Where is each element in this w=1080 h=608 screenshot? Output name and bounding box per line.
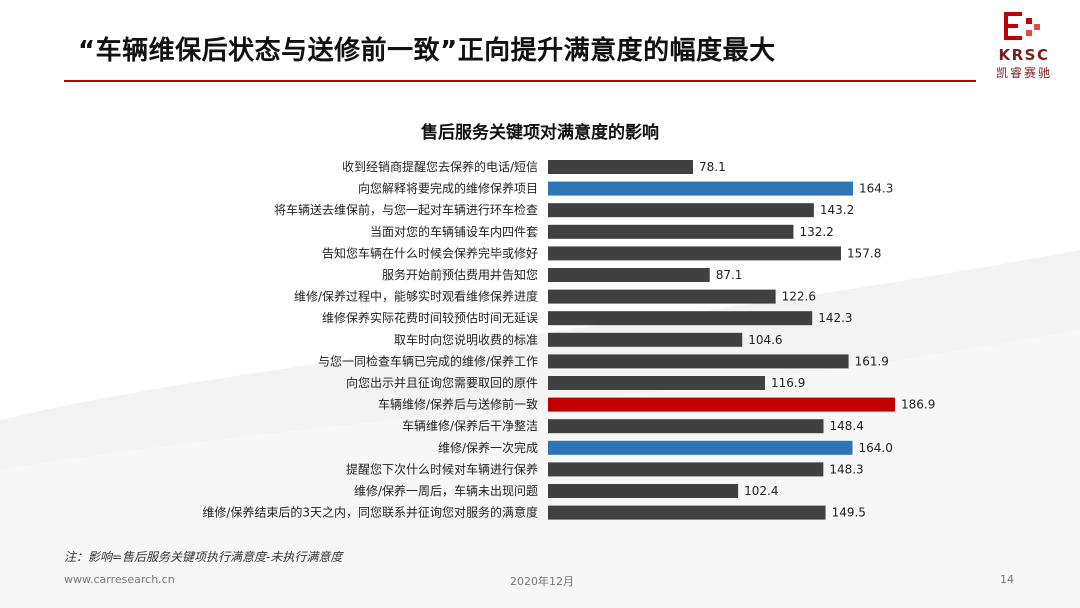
category-label: 车辆维修/保养后干净整洁	[402, 418, 538, 433]
value-label: 164.3	[859, 182, 893, 196]
krsc-logo-icon	[1004, 12, 1040, 40]
bar	[548, 160, 694, 174]
footnote: 注：影响=售后服务关键项执行满意度-未执行满意度	[64, 550, 343, 564]
value-label: 132.2	[799, 225, 833, 239]
category-label: 向您解释将要完成的维修保养项目	[358, 181, 538, 196]
category-label: 与您一同检查车辆已完成的维修/保养工作	[318, 353, 538, 368]
bar	[548, 289, 776, 304]
logo-chinese-name: 凯睿赛驰	[995, 66, 1052, 80]
slide-title: “车辆维保后状态与送修前一致”正向提升满意度的幅度最大	[78, 36, 776, 66]
bar	[548, 440, 853, 455]
category-label: 提醒您下次什么时候对车辆进行保养	[346, 461, 538, 476]
value-label: 122.6	[782, 290, 816, 304]
value-label: 148.3	[829, 462, 863, 476]
category-label: 收到经销商提醒您去保养的电话/短信	[342, 159, 538, 174]
category-label: 维修保养实际花费时间较预估时间无延误	[322, 310, 538, 325]
value-label: 102.4	[744, 484, 778, 498]
value-label: 148.4	[830, 419, 864, 433]
bar	[548, 462, 824, 477]
value-label: 164.0	[858, 441, 892, 455]
value-label: 161.9	[855, 354, 889, 368]
category-label: 维修/保养结束后的3天之内，同您联系并征询您对服务的满意度	[202, 505, 538, 520]
value-label: 149.5	[832, 506, 866, 520]
footer-url: www.carresearch.cn	[64, 573, 175, 586]
bar	[548, 354, 849, 369]
value-label: 78.1	[699, 160, 726, 174]
bar	[548, 332, 743, 347]
bar	[548, 505, 826, 520]
title-divider	[64, 80, 976, 82]
category-label: 维修/保养一次完成	[438, 440, 538, 455]
category-label: 向您出示并且征询您需要取回的原件	[346, 375, 538, 390]
bar	[548, 419, 824, 434]
category-label: 维修/保养一周后，车辆未出现问题	[354, 483, 538, 498]
value-label: 157.8	[847, 246, 881, 260]
page-number: 14	[1000, 573, 1014, 586]
bar-chart: 收到经销商提醒您去保养的电话/短信 78.1 向您解释将要完成的维修保养项目 164.…	[202, 159, 935, 520]
bar	[548, 203, 814, 218]
category-label: 将车辆送去维保前，与您一起对车辆进行环车检查	[274, 202, 538, 217]
category-label: 取车时向您说明收费的标准	[394, 332, 538, 347]
bar	[548, 311, 813, 326]
value-label: 143.2	[820, 203, 854, 217]
value-label: 87.1	[716, 268, 743, 282]
bar	[548, 376, 766, 390]
category-label: 当面对您的车辆铺设车内四件套	[370, 224, 538, 239]
value-label: 116.9	[771, 376, 805, 390]
bar	[548, 484, 739, 498]
logo-text: KRSC	[998, 46, 1050, 64]
value-label: 186.9	[901, 398, 935, 412]
category-label: 告知您车辆在什么时候会保养完毕或修好	[322, 245, 538, 260]
bar	[548, 181, 854, 196]
value-label: 142.3	[818, 311, 852, 325]
bar	[548, 224, 794, 239]
category-label: 服务开始前预估费用并告知您	[382, 267, 538, 282]
footer-date: 2020年12月	[510, 575, 574, 588]
value-label: 104.6	[748, 333, 782, 347]
category-label: 维修/保养过程中，能够实时观看维修保养进度	[294, 289, 538, 304]
bar	[548, 246, 841, 261]
bar	[548, 268, 710, 282]
chart-title: 售后服务关键项对满意度的影响	[421, 123, 659, 143]
category-label: 车辆维修/保养后与送修前一致	[378, 397, 538, 412]
bar	[548, 397, 895, 412]
